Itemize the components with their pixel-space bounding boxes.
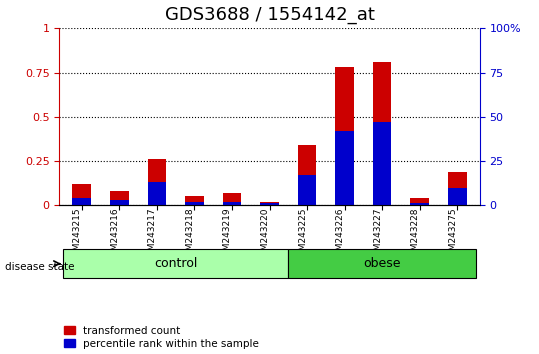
Bar — [185, 202, 204, 205]
Bar — [72, 198, 91, 205]
Bar — [410, 198, 429, 205]
Bar — [148, 182, 166, 205]
Text: GSM243217: GSM243217 — [148, 207, 157, 262]
Text: GSM243228: GSM243228 — [411, 207, 420, 262]
FancyBboxPatch shape — [63, 249, 288, 278]
Bar — [448, 188, 467, 205]
Text: disease state: disease state — [5, 262, 75, 272]
Text: control: control — [154, 257, 197, 270]
Text: GSM243215: GSM243215 — [73, 207, 82, 262]
Text: obese: obese — [363, 257, 401, 270]
Title: GDS3688 / 1554142_at: GDS3688 / 1554142_at — [164, 6, 375, 24]
Bar — [72, 184, 91, 205]
Bar — [373, 62, 391, 205]
Bar — [223, 193, 241, 205]
Bar — [335, 131, 354, 205]
Text: GSM243226: GSM243226 — [336, 207, 344, 262]
Text: GSM243219: GSM243219 — [223, 207, 232, 262]
Bar — [298, 145, 316, 205]
Text: GSM243225: GSM243225 — [298, 207, 307, 262]
Bar — [110, 200, 129, 205]
Bar — [110, 191, 129, 205]
Bar — [260, 202, 279, 205]
Text: GSM243218: GSM243218 — [185, 207, 195, 262]
Text: GSM243216: GSM243216 — [110, 207, 119, 262]
Bar — [260, 202, 279, 205]
Text: GSM243227: GSM243227 — [373, 207, 382, 262]
Bar — [298, 175, 316, 205]
Text: GSM243275: GSM243275 — [448, 207, 457, 262]
Bar — [223, 202, 241, 205]
Text: GSM243220: GSM243220 — [260, 207, 270, 262]
Bar — [448, 172, 467, 205]
FancyBboxPatch shape — [288, 249, 476, 278]
Bar — [410, 202, 429, 205]
Bar — [335, 67, 354, 205]
Bar — [148, 159, 166, 205]
Legend: transformed count, percentile rank within the sample: transformed count, percentile rank withi… — [65, 326, 259, 349]
Bar — [185, 196, 204, 205]
Bar — [373, 122, 391, 205]
